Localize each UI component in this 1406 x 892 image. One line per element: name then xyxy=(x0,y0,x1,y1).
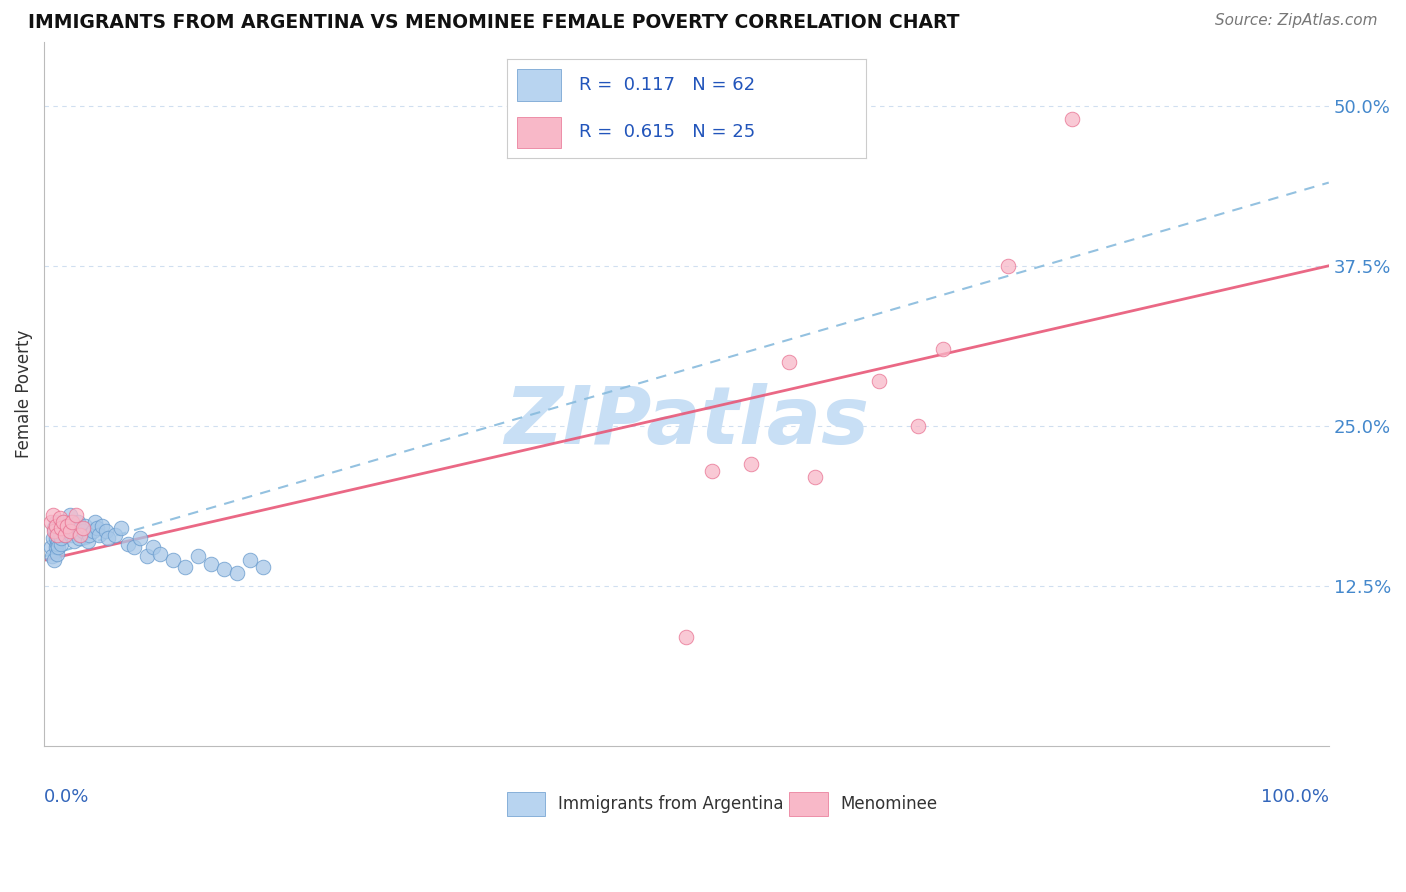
Point xyxy=(72,521,94,535)
Point xyxy=(60,521,83,535)
Point xyxy=(69,527,91,541)
FancyBboxPatch shape xyxy=(506,791,546,816)
Point xyxy=(49,521,72,535)
Point xyxy=(59,515,82,529)
Point xyxy=(212,562,235,576)
Point xyxy=(59,524,82,538)
Point xyxy=(187,549,209,564)
Point xyxy=(740,457,762,471)
Point xyxy=(67,532,90,546)
Text: Menominee: Menominee xyxy=(841,796,938,814)
Point xyxy=(46,541,69,555)
Point xyxy=(44,553,66,567)
FancyBboxPatch shape xyxy=(789,791,828,816)
Point xyxy=(42,532,65,546)
Point xyxy=(700,464,723,478)
Point xyxy=(53,527,76,541)
Point xyxy=(868,374,890,388)
Point xyxy=(97,532,120,546)
Point xyxy=(62,534,84,549)
Point xyxy=(84,515,107,529)
Point xyxy=(45,541,67,555)
Point xyxy=(46,534,69,549)
Point xyxy=(46,524,69,538)
Point xyxy=(1060,112,1083,126)
Point xyxy=(48,521,70,535)
Point xyxy=(60,527,83,541)
Point xyxy=(49,532,72,546)
Point xyxy=(42,508,65,523)
Point xyxy=(52,521,75,535)
Point xyxy=(804,470,827,484)
Point xyxy=(117,536,139,550)
Point xyxy=(45,518,67,533)
Point xyxy=(56,524,79,538)
Point xyxy=(46,527,69,541)
Text: ZIPatlas: ZIPatlas xyxy=(503,383,869,461)
Y-axis label: Female Poverty: Female Poverty xyxy=(15,330,32,458)
Text: Source: ZipAtlas.com: Source: ZipAtlas.com xyxy=(1215,13,1378,29)
Point xyxy=(48,511,70,525)
Point xyxy=(48,527,70,541)
Text: 100.0%: 100.0% xyxy=(1261,789,1329,806)
Text: IMMIGRANTS FROM ARGENTINA VS MENOMINEE FEMALE POVERTY CORRELATION CHART: IMMIGRANTS FROM ARGENTINA VS MENOMINEE F… xyxy=(28,13,960,32)
Point xyxy=(56,518,79,533)
Point xyxy=(252,559,274,574)
Point xyxy=(45,515,67,529)
Point xyxy=(65,508,87,523)
Point xyxy=(72,524,94,538)
Text: Immigrants from Argentina: Immigrants from Argentina xyxy=(558,796,783,814)
Point xyxy=(44,521,66,535)
Point xyxy=(162,553,184,567)
Point xyxy=(76,534,98,549)
Point xyxy=(90,518,112,533)
Point xyxy=(907,418,929,433)
Text: 0.0%: 0.0% xyxy=(44,789,90,806)
Point xyxy=(44,524,66,538)
Point xyxy=(142,541,165,555)
Point xyxy=(778,355,800,369)
Point xyxy=(239,553,262,567)
Point xyxy=(49,536,72,550)
Point xyxy=(46,536,69,550)
Point xyxy=(51,524,73,538)
Point xyxy=(66,515,89,529)
Point xyxy=(675,630,697,644)
Point xyxy=(55,518,77,533)
Point xyxy=(82,524,104,538)
Point xyxy=(46,547,69,561)
Point xyxy=(75,518,97,533)
Point xyxy=(52,515,75,529)
Point xyxy=(52,515,75,529)
Point xyxy=(53,527,76,541)
Point xyxy=(94,524,117,538)
Point xyxy=(69,521,91,535)
Point xyxy=(104,527,127,541)
Point xyxy=(89,527,111,541)
Point xyxy=(46,527,69,541)
Point xyxy=(70,527,93,541)
Point xyxy=(41,549,63,564)
Point xyxy=(174,559,197,574)
Point xyxy=(149,547,172,561)
Point xyxy=(135,549,157,564)
Point xyxy=(60,515,83,529)
Point xyxy=(77,527,100,541)
Point xyxy=(46,518,69,533)
Point xyxy=(65,524,87,538)
Point xyxy=(39,515,62,529)
Point xyxy=(45,532,67,546)
Point xyxy=(86,521,108,535)
Point xyxy=(997,259,1019,273)
Point xyxy=(39,541,62,555)
Point xyxy=(129,532,152,546)
Point xyxy=(59,508,82,523)
Point xyxy=(122,541,145,555)
Point xyxy=(932,342,955,356)
Point xyxy=(200,557,222,571)
Point xyxy=(110,521,132,535)
Point xyxy=(225,566,247,580)
